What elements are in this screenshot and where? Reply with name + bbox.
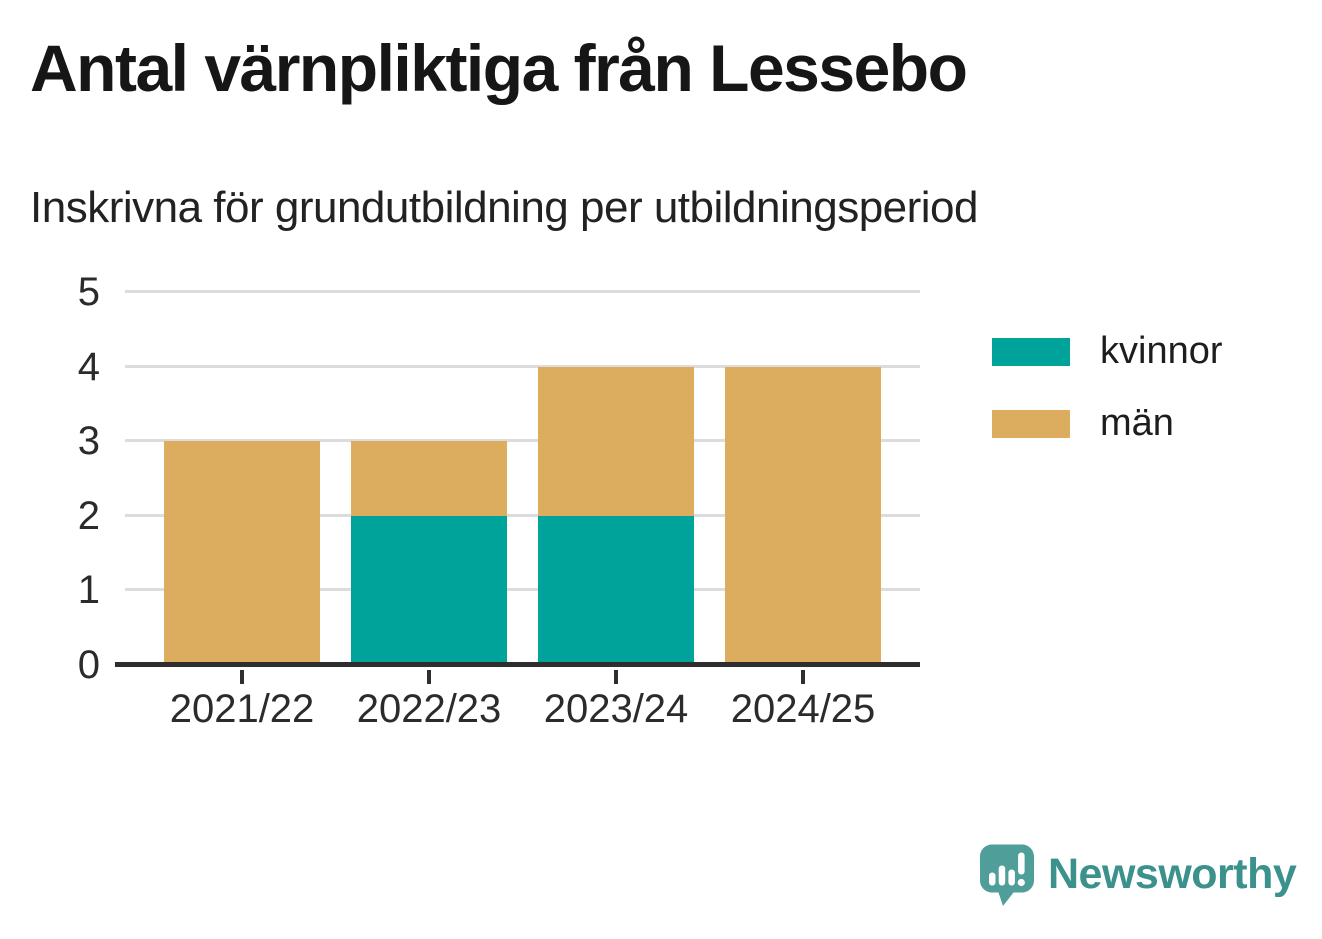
chart-title: Antal värnpliktiga från Lessebo xyxy=(30,31,968,105)
x-axis-label: 2022/23 xyxy=(356,687,502,731)
gridline xyxy=(125,290,920,293)
x-axis-line xyxy=(115,662,920,667)
y-axis-label: 1 xyxy=(77,568,100,613)
legend-label: kvinnor xyxy=(1100,330,1223,372)
y-axis-label: 4 xyxy=(77,344,100,389)
y-axis-label: 2 xyxy=(77,493,100,538)
legend-item-kvinnor: kvinnor xyxy=(992,330,1223,373)
x-tick xyxy=(240,670,244,684)
x-tick xyxy=(427,670,431,684)
logo-wordmark: Newsworthy xyxy=(1048,850,1297,898)
y-axis-label: 3 xyxy=(77,419,100,464)
legend-label: män xyxy=(1100,402,1174,444)
gridline xyxy=(125,588,920,592)
y-axis-label: 5 xyxy=(77,270,100,314)
gridline xyxy=(125,439,920,443)
plot-area: 2021/22 2022/23 2023/24 2024/25 xyxy=(115,290,920,731)
legend-swatch xyxy=(992,409,1070,438)
bar-segment-män xyxy=(164,441,320,665)
x-axis-label: 2021/22 xyxy=(169,687,315,731)
chart-subtitle: Inskrivna för grundutbildning per utbild… xyxy=(30,183,979,232)
gridline xyxy=(125,513,920,517)
newsworthy-logo: Newsworthy xyxy=(980,844,1297,907)
gridline xyxy=(125,364,920,368)
y-axis-label: 0 xyxy=(77,643,100,687)
x-tick xyxy=(801,670,805,684)
y-axis: 0 1 2 3 4 5 xyxy=(0,270,100,687)
legend-swatch xyxy=(992,337,1070,366)
x-axis-label: 2023/24 xyxy=(543,687,689,731)
legend: kvinnor män xyxy=(992,330,1223,474)
bar-segment-män xyxy=(351,441,507,516)
bar-segment-män xyxy=(725,366,881,665)
bar-segment-män xyxy=(538,366,694,516)
legend-item-män: män xyxy=(992,402,1223,445)
x-axis-label: 2024/25 xyxy=(730,687,876,731)
x-tick xyxy=(614,670,618,684)
bar-segment-kvinnor xyxy=(351,515,507,665)
logo-bubble-icon xyxy=(980,844,1034,906)
bar-segment-kvinnor xyxy=(538,515,694,665)
